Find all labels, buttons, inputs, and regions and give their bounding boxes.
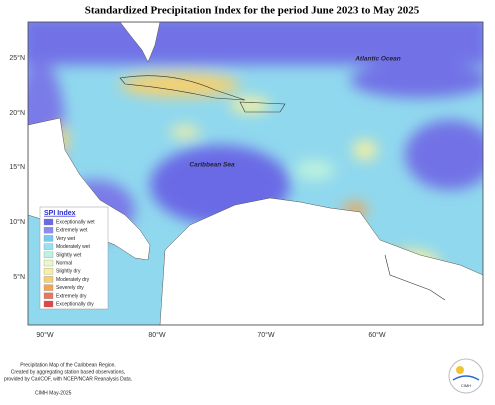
legend-label: Slightly wet — [56, 252, 82, 258]
latitude-label: 5°N — [13, 273, 25, 281]
florida — [119, 22, 161, 63]
legend: SPI Index Exceptionally wet Extremely wet… — [39, 206, 109, 310]
legend-items: Exceptionally wet Extremely wet Very wet Mo… — [43, 218, 95, 308]
footer-line: provided by CariCOF, with NCEP/NCAR Rean… — [4, 376, 132, 382]
legend-label: Exceptionally dry — [56, 302, 94, 308]
legend-label: Extremely wet — [56, 228, 88, 234]
logo-text: CIMH — [461, 383, 471, 388]
legend-label: Slightly dry — [56, 269, 81, 275]
legend-swatch — [43, 300, 54, 308]
legend-swatch — [43, 251, 54, 258]
legend-label: Severely dry — [56, 285, 84, 291]
footer-line: Precipitation Map of the Caribbean Regio… — [20, 362, 116, 368]
footer-line: Created by aggregating station based obs… — [11, 369, 126, 375]
cuba — [119, 75, 246, 101]
legend-label: Moderately wet — [56, 244, 91, 250]
footer-date: CIMH May-2025 — [35, 390, 72, 396]
map-frame — [27, 21, 484, 326]
legend-label: Very wet — [56, 236, 76, 242]
legend-swatch — [43, 218, 54, 226]
ocean-label: Atlantic Ocean — [354, 56, 401, 63]
longitude-label: 70°W — [257, 331, 275, 339]
legend-label: Normal — [56, 261, 72, 267]
latitude-label: 20°N — [9, 109, 25, 117]
latitude-label: 25°N — [9, 54, 25, 62]
logo: CIMH — [448, 358, 484, 394]
legend-swatch — [43, 292, 54, 299]
latitude-label: 10°N — [9, 218, 25, 226]
legend-swatch — [43, 235, 54, 242]
longitude-label: 60°W — [368, 331, 386, 339]
latitude-label: 15°N — [9, 163, 25, 171]
logo-wave — [452, 375, 480, 381]
logo-sun — [456, 366, 464, 374]
map-title: Standardized Precipitation Index for the… — [85, 5, 420, 17]
legend-label: Extremely dry — [56, 293, 87, 299]
footer: CIMH May-2025 Precipitation Map of the C… — [4, 362, 132, 396]
south-america — [159, 197, 483, 325]
longitude-label: 80°W — [148, 331, 166, 339]
legend-swatch — [43, 276, 54, 283]
border — [384, 254, 446, 301]
legend-swatch — [43, 284, 54, 291]
graticule-labels: 25°N 20°N 15°N 10°N 5°N 90°W 80°W 70°W 60°W — [9, 54, 386, 339]
hispaniola — [239, 101, 286, 113]
legend-label: Moderately dry — [56, 277, 90, 283]
legend-swatch — [43, 227, 54, 234]
legend-title: SPI Index — [44, 210, 76, 217]
legend-swatch — [43, 259, 54, 267]
sea-label: Caribbean Sea — [189, 162, 235, 169]
legend-swatch — [43, 268, 54, 275]
legend-label: Exceptionally wet — [56, 220, 95, 226]
longitude-label: 90°W — [36, 331, 54, 339]
legend-swatch — [43, 243, 54, 250]
